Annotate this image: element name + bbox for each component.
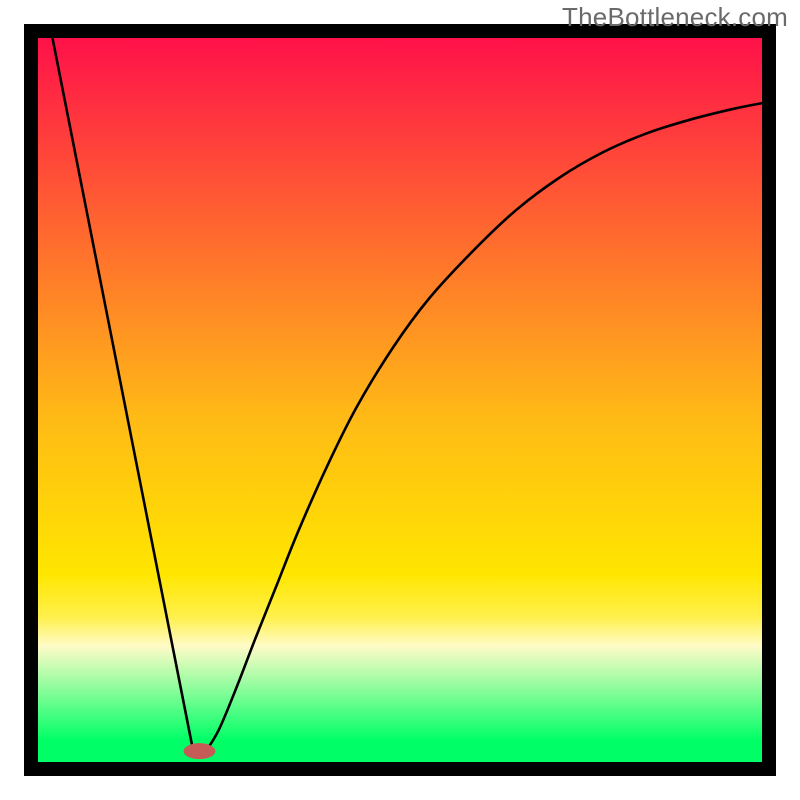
chart-outer-border: [24, 24, 776, 776]
gradient-background: [38, 38, 762, 762]
bottleneck-marker: [184, 743, 216, 759]
chart-svg: [38, 38, 762, 762]
watermark-text: TheBottleneck.com: [562, 2, 788, 33]
chart-plot-area: [38, 38, 762, 762]
